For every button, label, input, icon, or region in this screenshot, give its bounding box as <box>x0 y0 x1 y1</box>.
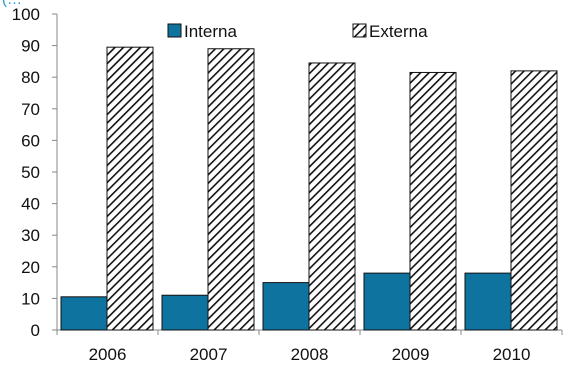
bar-externa-2006 <box>106 46 154 331</box>
bar-externa-2007 <box>207 48 255 331</box>
bars <box>60 46 558 331</box>
bar-interna-2007 <box>161 294 209 331</box>
bar-externa-2008 <box>308 62 356 331</box>
x-tick-label: 2010 <box>493 345 531 364</box>
y-tick-label: 80 <box>21 68 40 87</box>
y-tick-label: 90 <box>21 37 40 56</box>
y-tick-label: 100 <box>12 5 40 24</box>
bar-interna-2006 <box>60 296 108 331</box>
y-tick-label: 20 <box>21 258 40 277</box>
legend-swatch-interna <box>167 23 182 38</box>
y-axis-ticks: 0 10 20 30 40 50 60 70 80 90 100 <box>12 5 57 340</box>
y-tick-label: 70 <box>21 100 40 119</box>
legend: Interna Externa <box>167 22 428 41</box>
legend-swatch-externa <box>352 23 367 38</box>
y-tick-label: 30 <box>21 226 40 245</box>
y-tick-label: 0 <box>31 321 40 340</box>
y-tick-label: 40 <box>21 195 40 214</box>
bar-interna-2009 <box>363 272 411 331</box>
x-tick-label: 2007 <box>190 345 228 364</box>
legend-label-externa: Externa <box>369 22 428 41</box>
x-tick-label: 2006 <box>89 345 127 364</box>
bar-interna-2008 <box>262 282 310 331</box>
bar-interna-2010 <box>464 272 512 331</box>
x-axis-ticks: 2006 2007 2008 2009 2010 <box>56 330 563 364</box>
bar-externa-2009 <box>409 71 457 331</box>
chart-title-partial: (… <box>2 0 22 8</box>
legend-label-interna: Interna <box>184 22 237 41</box>
y-tick-label: 10 <box>21 289 40 308</box>
x-tick-label: 2009 <box>392 345 430 364</box>
y-tick-label: 50 <box>21 163 40 182</box>
bar-externa-2010 <box>510 70 558 331</box>
x-tick-label: 2008 <box>291 345 329 364</box>
y-tick-label: 60 <box>21 131 40 150</box>
